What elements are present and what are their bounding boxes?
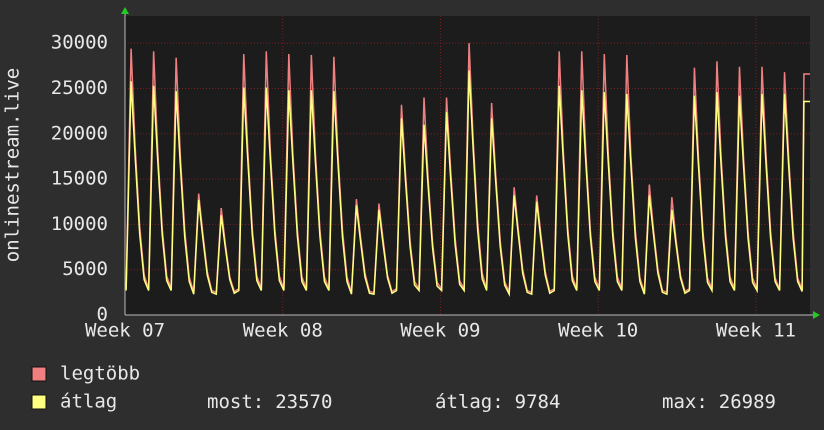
legend-swatch <box>31 366 47 382</box>
stat-label: átlag: <box>435 391 504 413</box>
legend: legtöbb átlag most: 23570 átlag: 9784 max: 2698… <box>31 363 776 413</box>
lines <box>125 43 810 298</box>
axis-arrow <box>813 311 820 319</box>
x-tick-label: Week 08 <box>243 320 323 342</box>
stat-value: 26989 <box>719 391 776 413</box>
legend-label: legtöbb <box>60 363 140 385</box>
stat-label: most: <box>207 391 264 413</box>
stat-value: 23570 <box>275 391 332 413</box>
x-tick-label: Week 10 <box>558 320 638 342</box>
x-tick-label: Week 07 <box>85 320 165 342</box>
y-tick-label: 30000 <box>51 32 108 54</box>
y-tick-label: 20000 <box>51 122 108 144</box>
stat-value: 9784 <box>515 391 561 413</box>
legend-swatch <box>31 394 47 410</box>
y-tick-label: 10000 <box>51 213 108 235</box>
series-line <box>125 70 810 298</box>
legend-label: átlag <box>60 391 117 413</box>
stat: max: 26989 <box>662 391 776 413</box>
y-tick-label: 5000 <box>62 258 108 280</box>
x-tick-label: Week 09 <box>400 320 480 342</box>
x-tick-label: Week 11 <box>716 320 796 342</box>
axis-arrow <box>121 7 129 14</box>
y-tick-label: 15000 <box>51 168 108 190</box>
stat: most: 23570 <box>207 391 332 413</box>
stat-label: max: <box>662 391 708 413</box>
y-tick-label: 25000 <box>51 77 108 99</box>
y-axis-label: onlinestream.live <box>2 68 24 262</box>
axes <box>121 7 820 319</box>
y-tick-label: 0 <box>97 304 108 326</box>
stat: átlag: 9784 <box>435 391 560 413</box>
